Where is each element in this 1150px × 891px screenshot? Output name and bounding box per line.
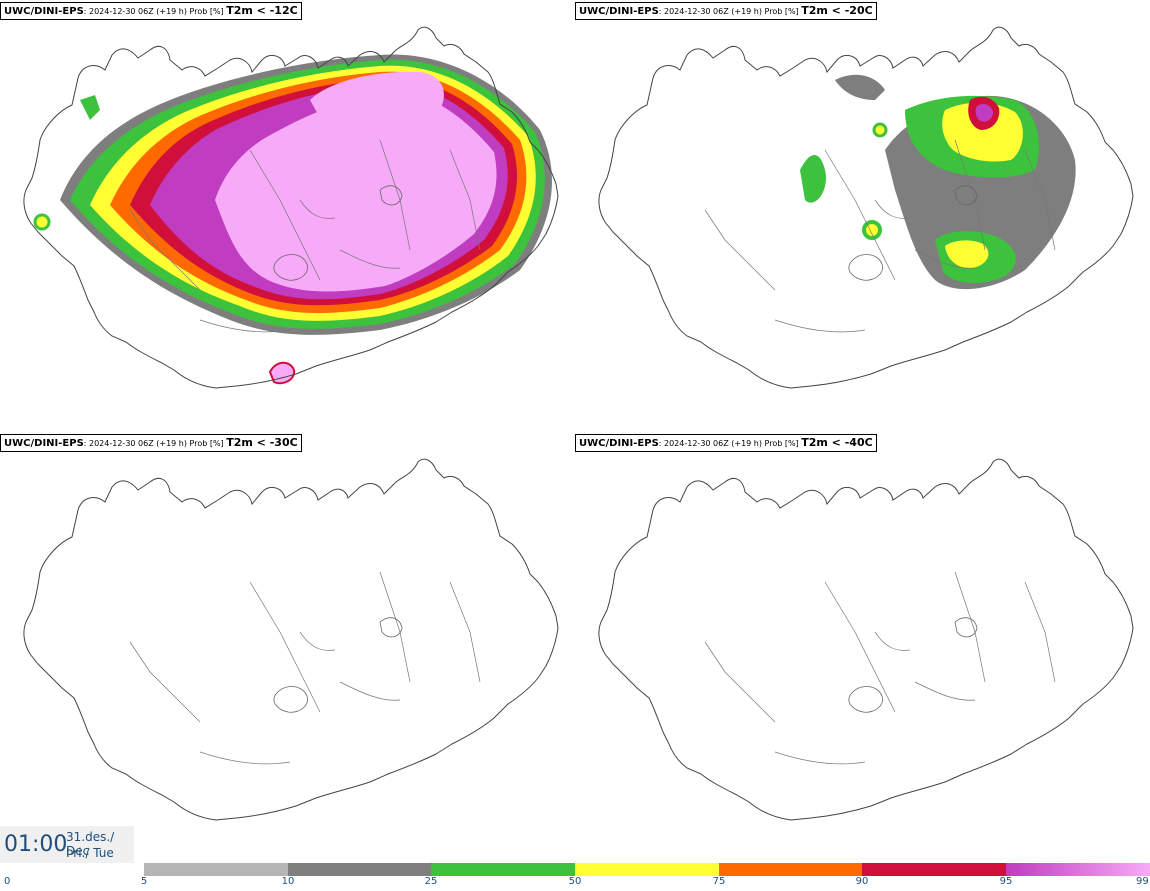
colorbar-tick: 0: [4, 876, 11, 887]
colorbar-tick: 10: [281, 876, 295, 887]
probability-fill: [800, 74, 1076, 290]
valid-weekday: Þri./ Tue: [66, 846, 114, 860]
panel-title: UWC/DINI-EPS: 2024-12-30 06Z (+19 h) Pro…: [0, 434, 302, 452]
base-map: [598, 458, 1134, 821]
variable-threshold: T2m < -12C: [226, 4, 298, 17]
colorbar-tick: 25: [424, 876, 438, 887]
map-panel-minus-40: UWC/DINI-EPS: 2024-12-30 06Z (+19 h) Pro…: [575, 432, 1150, 862]
model-name: UWC/DINI-EPS: [579, 6, 659, 17]
map-panel-minus-12: UWC/DINI-EPS: 2024-12-30 06Z (+19 h) Pro…: [0, 0, 575, 430]
valid-date: 31.des./ Dec: [66, 830, 115, 858]
probability-colorbar: [144, 863, 1150, 876]
valid-time-clock: 01:00: [4, 832, 68, 857]
variable-threshold: T2m < -40C: [801, 436, 873, 449]
variable-threshold: T2m < -30C: [226, 436, 298, 449]
prob-band-95b: [975, 104, 993, 122]
probability-fill: [33, 54, 552, 385]
colorbar-tick: 50: [568, 876, 582, 887]
panel-title: UWC/DINI-EPS: 2024-12-30 06Z (+19 h) Pro…: [575, 2, 877, 20]
run-info: : 2024-12-30 06Z (+19 h) Prob [%]: [83, 439, 227, 448]
panel-title: UWC/DINI-EPS: 2024-12-30 06Z (+19 h) Pro…: [575, 434, 877, 452]
colorbar-segment-95-99: [1006, 863, 1150, 876]
model-name: UWC/DINI-EPS: [579, 438, 659, 449]
prob-spot-1: [862, 220, 882, 240]
run-info: : 2024-12-30 06Z (+19 h) Prob [%]: [658, 7, 802, 16]
model-name: UWC/DINI-EPS: [4, 438, 84, 449]
run-info: : 2024-12-30 06Z (+19 h) Prob [%]: [83, 7, 227, 16]
colorbar-tick: 75: [712, 876, 726, 887]
variable-threshold: T2m < -20C: [801, 4, 873, 17]
prob-spot-2: [872, 122, 888, 138]
model-name: UWC/DINI-EPS: [4, 6, 84, 17]
colorbar-segment-90-95: [862, 863, 1006, 876]
prob-band-50: [945, 240, 989, 269]
map-panel-minus-30: UWC/DINI-EPS: 2024-12-30 06Z (+19 h) Pro…: [0, 432, 575, 862]
map-panel-minus-20: UWC/DINI-EPS: 2024-12-30 06Z (+19 h) Pro…: [575, 0, 1150, 430]
prob-band-50b: [942, 102, 1023, 162]
probability-map: [23, 26, 559, 389]
colorbar-segment-50-75: [575, 863, 719, 876]
valid-time-box: 01:00 31.des./ Dec Þri./ Tue: [0, 826, 134, 863]
colorbar-segment-5-10: [144, 863, 288, 876]
prob-band-10c: [835, 74, 885, 100]
prob-westfjords: [80, 95, 100, 120]
colorbar-segment-10-25: [288, 863, 431, 876]
panel-title: UWC/DINI-EPS: 2024-12-30 06Z (+19 h) Pro…: [0, 2, 302, 20]
colorbar-segment-25-50: [431, 863, 575, 876]
prob-band-99: [215, 91, 497, 292]
colorbar-tick: 5: [140, 876, 148, 887]
colorbar-tick: 95: [999, 876, 1013, 887]
run-info: : 2024-12-30 06Z (+19 h) Prob [%]: [658, 439, 802, 448]
prob-spot-west: [33, 213, 51, 231]
prob-band-99-north: [310, 71, 444, 120]
colorbar-segment-75-90: [719, 863, 862, 876]
prob-band-25c: [800, 155, 826, 203]
prob-spot-south: [268, 361, 296, 385]
probability-map: [598, 26, 1134, 389]
colorbar-tick: 90: [855, 876, 869, 887]
colorbar-tick: 99: [1136, 876, 1149, 887]
base-map: [23, 458, 559, 821]
